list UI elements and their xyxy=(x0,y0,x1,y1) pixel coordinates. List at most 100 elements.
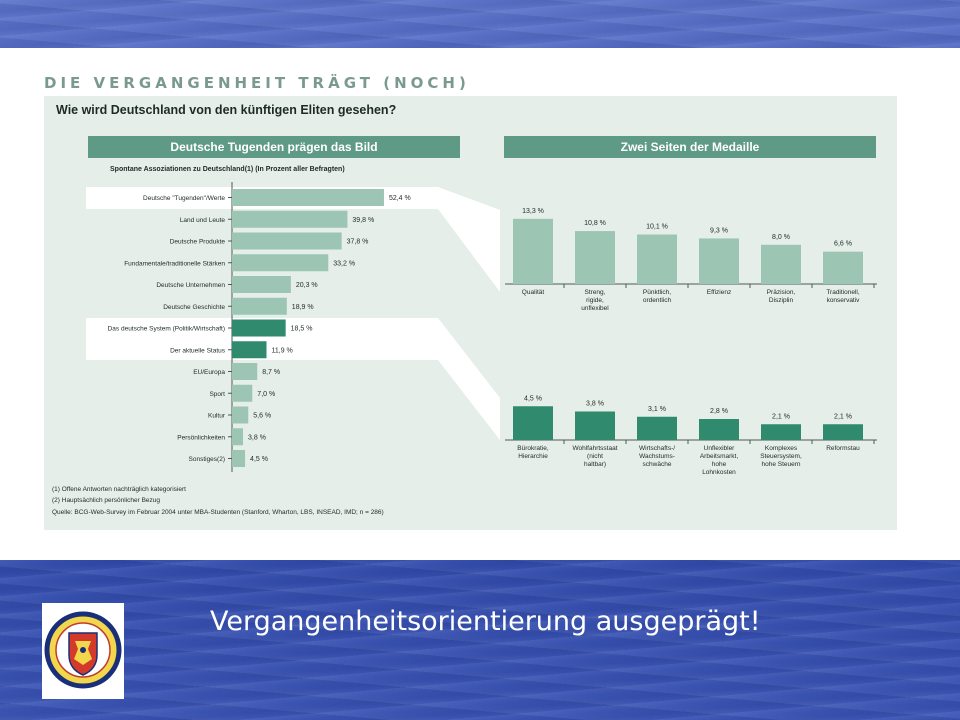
h-bar xyxy=(232,406,249,424)
v-value-label-bottom: 2,1 % xyxy=(834,413,852,420)
h-category-label: Sonstiges(2) xyxy=(189,456,226,463)
h-category-label: Deutsche "Tugenden"/Werte xyxy=(143,195,225,202)
h-value-label: 33,2 % xyxy=(333,260,355,267)
v-category-label-top: Effizienz xyxy=(707,289,731,296)
v-category-label-bottom: Bürokratie, xyxy=(517,445,549,452)
v-bar-bottom xyxy=(513,406,553,440)
h-value-label: 11,9 % xyxy=(272,347,293,354)
h-category-label: Deutsche Unternehmen xyxy=(156,282,225,289)
h-value-label: 18,5 % xyxy=(291,326,313,333)
h-value-label: 20,3 % xyxy=(296,282,318,289)
v-bar-bottom xyxy=(575,411,615,440)
v-category-label-top: Pünktlich, xyxy=(643,289,671,296)
h-bar xyxy=(232,254,329,272)
v-bar-top xyxy=(513,218,553,284)
h-bar xyxy=(232,363,258,380)
v-bar-top xyxy=(699,238,739,284)
h-bar xyxy=(232,276,291,293)
v-value-label-top: 10,8 % xyxy=(584,220,606,227)
v-value-label-top: 10,1 % xyxy=(646,224,668,231)
h-value-label: 7,0 % xyxy=(257,391,275,398)
v-category-label-bottom: Lohnkosten xyxy=(702,469,736,476)
university-logo xyxy=(42,603,124,699)
h-bar xyxy=(232,232,342,250)
h-category-label: EU/Europa xyxy=(193,369,225,376)
chart-panel xyxy=(44,96,897,530)
v-category-label-bottom: Wachstums- xyxy=(639,453,675,460)
v-category-label-top: unflexibel xyxy=(581,305,609,312)
v-category-label-bottom: (nicht xyxy=(587,453,603,460)
v-value-label-bottom: 4,5 % xyxy=(524,395,542,402)
h-value-label: 8,7 % xyxy=(262,369,280,376)
v-bar-bottom xyxy=(761,424,801,440)
h-bar xyxy=(232,297,287,315)
h-value-label: 37,8 % xyxy=(347,239,369,246)
v-bar-top xyxy=(637,234,677,284)
v-category-label-bottom: Steuersystem, xyxy=(760,453,802,460)
headline: DIE VERGANGENHEIT TRÄGT (NOCH) xyxy=(44,74,470,92)
v-category-label-bottom: schwäche xyxy=(643,461,672,468)
h-bar xyxy=(232,341,267,359)
v-value-label-top: 13,3 % xyxy=(522,208,544,215)
v-category-label-top: ordentlich xyxy=(643,297,672,304)
h-value-label: 39,8 % xyxy=(352,217,374,224)
footnote-2: (2) Hauptsächlich persönlicher Bezug xyxy=(52,497,161,504)
h-category-label: Sport xyxy=(209,391,225,398)
left-section-header: Deutsche Tugenden prägen das Bild xyxy=(88,136,460,158)
v-category-label-bottom: Hierarchie xyxy=(518,453,548,460)
v-value-label-top: 9,3 % xyxy=(710,227,728,234)
h-category-label: Kultur xyxy=(208,413,226,420)
v-category-label-bottom: hohe Steuern xyxy=(761,461,800,468)
h-bar xyxy=(232,189,384,206)
h-category-label: Deutsche Produkte xyxy=(170,239,226,246)
v-category-label-top: rigide, xyxy=(586,297,604,304)
v-category-label-top: Präzision, xyxy=(767,289,796,296)
v-category-label-bottom: Komplexes xyxy=(765,445,798,452)
h-value-label: 52,4 % xyxy=(389,195,411,202)
v-category-label-bottom: Wirtschafts-/ xyxy=(639,445,675,452)
chart-area: Deutsche "Tugenden"/Werte 52,4 % Land und … xyxy=(86,182,877,476)
h-bar xyxy=(232,428,244,446)
highlight-band-bottom xyxy=(86,318,500,440)
v-category-label-top: Traditionell, xyxy=(826,289,860,296)
v-category-label-top: Disziplin xyxy=(769,297,794,304)
left-chart-subtitle: Spontane Assoziationen zu Deutschland(1)… xyxy=(110,166,345,173)
v-value-label-top: 8,0 % xyxy=(772,234,790,241)
v-value-label-bottom: 2,1 % xyxy=(772,413,790,420)
v-category-label-bottom: haltbar) xyxy=(584,461,606,468)
v-category-label-top: Qualität xyxy=(522,289,545,296)
footnote-source: Quelle: BCG-Web-Survey im Februar 2004 u… xyxy=(52,509,384,516)
h-bar xyxy=(232,210,348,228)
v-category-label-bottom: Arbeitsmarkt, xyxy=(700,453,738,460)
h-value-label: 18,9 % xyxy=(292,304,314,311)
v-category-label-bottom: hohe xyxy=(712,461,727,468)
h-value-label: 3,8 % xyxy=(248,434,266,441)
h-bar xyxy=(232,384,253,402)
h-category-label: Persönlichkeiten xyxy=(177,434,225,441)
h-category-label: Deutsche Geschichte xyxy=(163,304,225,311)
highlight-band-top xyxy=(86,187,500,292)
h-value-label: 4,5 % xyxy=(250,456,268,463)
slide-caption: Vergangenheitsorientierung ausgeprägt! xyxy=(210,606,761,637)
h-category-label: Land und Leute xyxy=(180,217,226,224)
v-bar-bottom xyxy=(699,419,739,440)
v-value-label-bottom: 3,1 % xyxy=(648,406,666,413)
v-value-label-bottom: 2,8 % xyxy=(710,408,728,415)
h-category-label: Das deutsche System (Politik/Wirtschaft) xyxy=(108,326,225,333)
footnote-1: (1) Offene Antworten nachträglich katego… xyxy=(52,486,186,493)
v-bar-top xyxy=(761,244,801,284)
v-bar-bottom xyxy=(637,416,677,440)
v-category-label-bottom: Wohlfahrtsstaat xyxy=(572,445,617,452)
v-bar-top xyxy=(823,251,863,284)
question-title: Wie wird Deutschland von den künftigen E… xyxy=(56,103,397,117)
v-category-label-bottom: Unflexibler xyxy=(704,445,736,452)
v-value-label-top: 6,6 % xyxy=(834,241,852,248)
v-category-label-top: Streng, xyxy=(585,289,606,296)
h-value-label: 5,6 % xyxy=(253,413,271,420)
right-section-header: Zwei Seiten der Medaille xyxy=(504,136,876,158)
h-bar xyxy=(232,450,246,467)
crest-icon xyxy=(44,611,122,689)
v-category-label-top: konservativ xyxy=(827,297,861,304)
h-category-label: Fundamentale/traditionelle Stärken xyxy=(124,260,225,267)
v-category-label-bottom: Reformstau xyxy=(826,445,860,452)
